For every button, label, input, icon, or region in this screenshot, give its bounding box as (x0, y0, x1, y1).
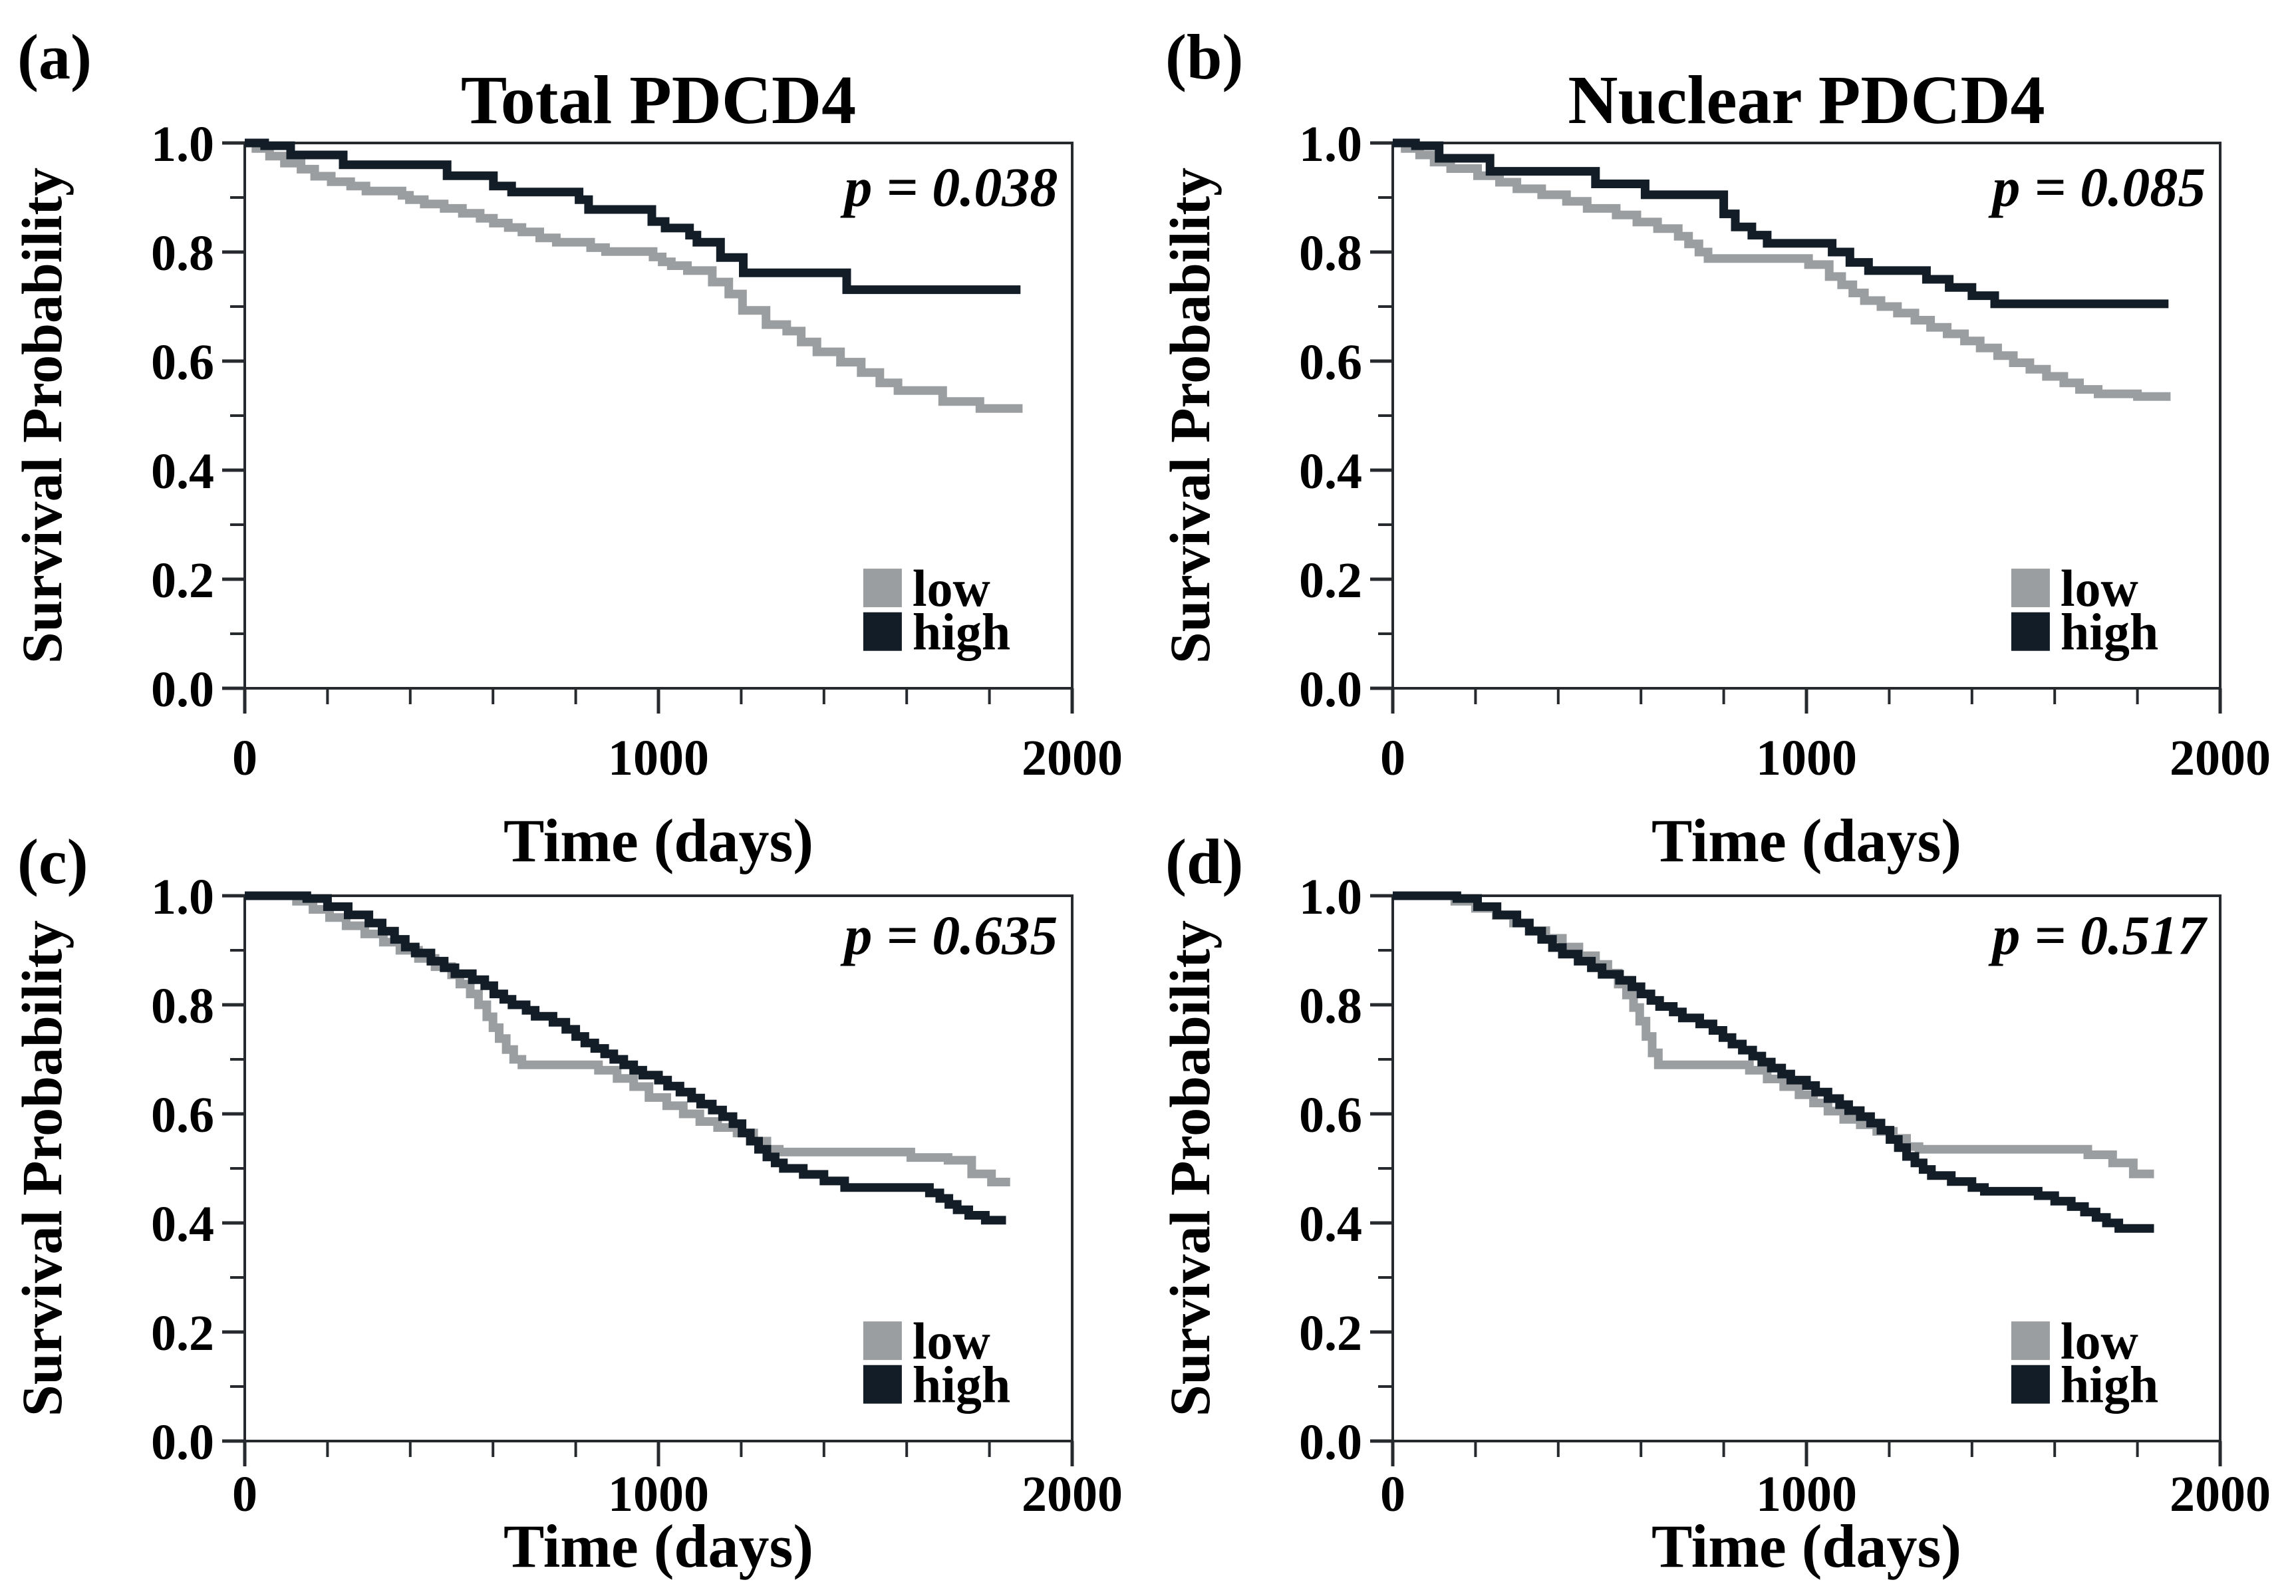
panel-letter: (a) (17, 21, 92, 92)
x-axis-title: Time (days) (1651, 1512, 1961, 1580)
p-value-label: p = 0.038 (840, 156, 1058, 218)
y-tick-label: 0.4 (1299, 1196, 1362, 1252)
legend-high-swatch (863, 612, 902, 651)
x-tick-label: 2000 (1022, 1466, 1123, 1522)
x-tick-label: 1000 (1756, 730, 1857, 786)
panel-a-chart: 1.0 0.8 0.6 0.4 0.2 0.0 0 1000 2000 Time (days) Su… (10, 21, 1123, 874)
y-tick-label: 0.2 (151, 553, 214, 608)
x-tick-label: 1000 (1756, 1466, 1857, 1522)
survival-curve-high (245, 138, 1021, 295)
legend-high-swatch (2011, 1365, 2050, 1404)
y-tick-label: 1.0 (151, 116, 214, 172)
x-tick-label: 0 (232, 730, 257, 786)
x-tick-label: 0 (1380, 730, 1405, 786)
y-tick-label: 0.8 (151, 978, 214, 1034)
p-value-label: p = 0.517 (1988, 905, 2208, 967)
y-tick-label: 0.2 (151, 1305, 214, 1361)
x-axis-title: Time (days) (503, 807, 813, 874)
y-axis-title: Survival Probability (1158, 168, 1222, 664)
y-tick-label: 1.0 (1299, 116, 1362, 172)
legend-high-swatch (2011, 612, 2050, 651)
x-tick-label: 0 (232, 1466, 257, 1522)
panel-letter: (c) (17, 826, 88, 897)
panel-d-chart: 1.0 0.8 0.6 0.4 0.2 0.0 0 1000 2000 Time (days) Su… (1158, 826, 2271, 1580)
legend-low-swatch (2011, 1321, 2050, 1361)
p-value-label: p = 0.635 (840, 905, 1058, 967)
p-value-label: p = 0.085 (1988, 156, 2206, 218)
legend-high-label: high (913, 603, 1010, 661)
y-tick-label: 0.4 (151, 444, 214, 499)
legend-low-label: low (913, 1312, 990, 1370)
y-tick-label: 0.6 (1299, 1087, 1362, 1143)
y-tick-label: 0.8 (151, 225, 214, 281)
legend-high-label: high (2061, 603, 2158, 661)
y-axis-title: Survival Probability (10, 920, 74, 1416)
legend-low-label: low (2061, 559, 2138, 617)
legend-low-label: low (2061, 1312, 2138, 1370)
panel-letter: (b) (1165, 21, 1243, 92)
x-tick-label: 1000 (608, 1466, 709, 1522)
survival-curve-low (245, 891, 1010, 1186)
legend-low-label: low (913, 559, 990, 617)
y-tick-label: 0.2 (1299, 1305, 1362, 1361)
panel-c-chart: 1.0 0.8 0.6 0.4 0.2 0.0 0 1000 2000 Time (days) Su… (10, 826, 1123, 1580)
survival-curve-high (1393, 891, 2154, 1233)
y-tick-label: 0.4 (1299, 444, 1362, 499)
legend-low-swatch (863, 1321, 902, 1361)
y-tick-label: 0.2 (1299, 553, 1362, 608)
x-axis-title: Time (days) (1651, 807, 1961, 874)
survival-curve-low (245, 138, 1023, 413)
panel-title: Total PDCD4 (461, 62, 856, 138)
legend-high-label: high (913, 1356, 1010, 1414)
y-tick-label: 0.6 (151, 334, 214, 390)
survival-curve-high (245, 891, 1006, 1225)
y-tick-label: 0.0 (1299, 662, 1362, 718)
legend-low-swatch (2011, 569, 2050, 608)
x-tick-label: 2000 (2170, 730, 2271, 786)
survival-curve-low (1393, 138, 2171, 401)
legend-high-swatch (863, 1365, 902, 1404)
y-tick-label: 1.0 (1299, 869, 1362, 925)
y-tick-label: 0.0 (1299, 1414, 1362, 1470)
x-tick-label: 0 (1380, 1466, 1405, 1522)
survival-curve-high (1393, 138, 2169, 309)
y-tick-label: 0.6 (151, 1087, 214, 1143)
x-tick-label: 1000 (608, 730, 709, 786)
y-tick-label: 0.8 (1299, 978, 1362, 1034)
panel-letter: (d) (1165, 826, 1243, 897)
legend-high-label: high (2061, 1356, 2158, 1414)
y-axis-title: Survival Probability (10, 168, 74, 664)
x-tick-label: 2000 (2170, 1466, 2271, 1522)
legend-low-swatch (863, 569, 902, 608)
x-axis-title: Time (days) (503, 1512, 813, 1580)
y-axis-title: Survival Probability (1158, 920, 1222, 1416)
y-tick-label: 0.0 (151, 1414, 214, 1470)
x-tick-label: 2000 (1022, 730, 1123, 786)
y-tick-label: 1.0 (151, 869, 214, 925)
panel-b-chart: 1.0 0.8 0.6 0.4 0.2 0.0 0 1000 2000 Time (days) Su… (1158, 21, 2271, 874)
y-tick-label: 0.6 (1299, 334, 1362, 390)
panel-title: Nuclear PDCD4 (1568, 62, 2045, 138)
y-tick-label: 0.8 (1299, 225, 1362, 281)
y-tick-label: 0.4 (151, 1196, 214, 1252)
y-tick-label: 0.0 (151, 662, 214, 718)
